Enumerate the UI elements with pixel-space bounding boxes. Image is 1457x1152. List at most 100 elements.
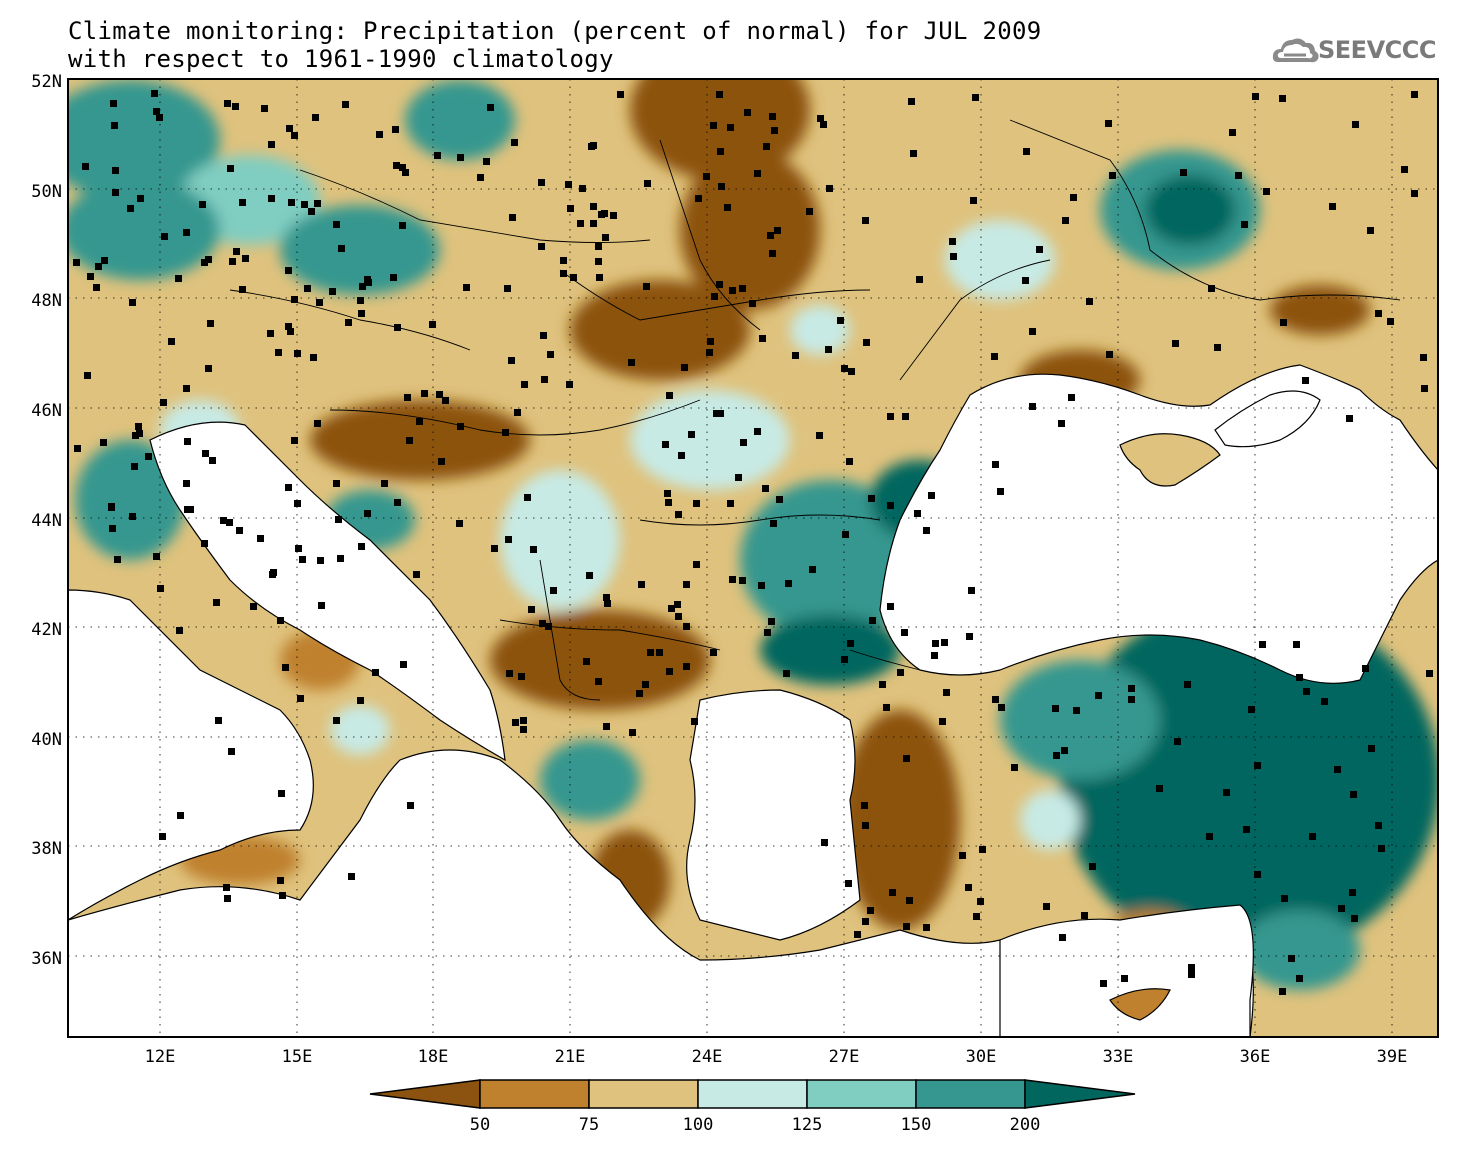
station-marker (359, 283, 366, 290)
station-marker (590, 203, 597, 210)
station-marker (656, 649, 663, 656)
station-marker (434, 152, 441, 159)
station-marker (1293, 641, 1300, 648)
station-marker (688, 431, 695, 438)
station-marker (329, 288, 336, 295)
station-marker (220, 517, 227, 524)
station-marker (399, 164, 406, 171)
colorbar-segment (915, 1079, 1026, 1109)
station-marker (845, 880, 852, 887)
lon-label: 21E (555, 1047, 586, 1067)
colorbar-segment (479, 1079, 590, 1109)
station-marker (879, 681, 886, 688)
station-marker (970, 197, 977, 204)
station-marker (628, 359, 635, 366)
station-marker (710, 649, 717, 656)
station-marker (816, 432, 823, 439)
station-marker (979, 846, 986, 853)
station-marker (998, 704, 1005, 711)
field-blob (790, 305, 850, 355)
lon-label: 12E (145, 1047, 176, 1067)
station-marker (521, 381, 528, 388)
station-marker (792, 352, 799, 359)
lat-label: 42N (31, 620, 62, 640)
station-marker (257, 535, 264, 542)
station-marker (973, 913, 980, 920)
station-marker (903, 755, 910, 762)
colorbar-legend: 50 75 100 125 150 200 (369, 1079, 1136, 1135)
station-marker (348, 873, 355, 880)
station-marker (693, 561, 700, 568)
station-marker (456, 520, 463, 527)
station-marker (693, 500, 700, 507)
lon-label: 30E (966, 1047, 997, 1067)
lat-label: 36N (31, 949, 62, 969)
station-marker (754, 170, 761, 177)
station-marker (1387, 318, 1394, 325)
station-marker (901, 629, 908, 636)
station-marker (202, 450, 209, 457)
field-blob (1060, 600, 1438, 960)
station-marker (848, 368, 855, 375)
lon-label: 18E (418, 1047, 449, 1067)
station-marker (407, 802, 414, 809)
station-marker (540, 332, 547, 339)
station-marker (716, 281, 723, 288)
station-marker (504, 285, 511, 292)
station-marker (205, 256, 212, 263)
station-marker (372, 669, 379, 676)
station-marker (590, 220, 597, 227)
station-marker (201, 259, 208, 266)
station-marker (1029, 328, 1036, 335)
station-marker (683, 623, 690, 630)
station-marker (413, 571, 420, 578)
station-marker (539, 620, 546, 627)
station-marker (1235, 172, 1242, 179)
station-marker (299, 556, 306, 563)
station-marker (207, 320, 214, 327)
station-marker (1121, 975, 1128, 982)
station-marker (1248, 706, 1255, 713)
station-marker (932, 640, 939, 647)
station-marker (768, 618, 775, 625)
station-marker (1029, 403, 1036, 410)
station-marker (1309, 833, 1316, 840)
station-marker (1180, 169, 1187, 176)
station-marker (762, 485, 769, 492)
station-marker (314, 200, 321, 207)
station-marker (100, 439, 107, 446)
station-marker (132, 432, 139, 439)
station-marker (1172, 340, 1179, 347)
map-title-line2: with respect to 1961-1990 climatology (68, 45, 614, 73)
station-marker (524, 494, 531, 501)
station-marker (275, 349, 282, 356)
station-marker (1367, 227, 1374, 234)
station-marker (1070, 194, 1077, 201)
station-marker (184, 438, 191, 445)
station-marker (541, 376, 548, 383)
station-marker (1095, 692, 1102, 699)
station-marker (511, 139, 518, 146)
station-marker (916, 276, 923, 283)
station-marker (1068, 394, 1075, 401)
station-marker (1279, 988, 1286, 995)
station-marker (767, 232, 774, 239)
station-marker (783, 670, 790, 677)
station-marker (457, 423, 464, 430)
station-marker (1254, 762, 1261, 769)
station-marker (1109, 172, 1116, 179)
station-marker (847, 640, 854, 647)
station-marker (716, 91, 723, 98)
field-blob (760, 615, 900, 685)
station-marker (291, 132, 298, 139)
station-marker (1259, 641, 1266, 648)
station-marker (711, 293, 718, 300)
station-marker (769, 113, 776, 120)
station-marker (928, 492, 935, 499)
station-marker (1061, 747, 1068, 754)
station-marker (1280, 319, 1287, 326)
station-marker (636, 690, 643, 697)
station-marker (1052, 705, 1059, 712)
station-marker (1062, 217, 1069, 224)
colorbar-segment (369, 1079, 481, 1109)
